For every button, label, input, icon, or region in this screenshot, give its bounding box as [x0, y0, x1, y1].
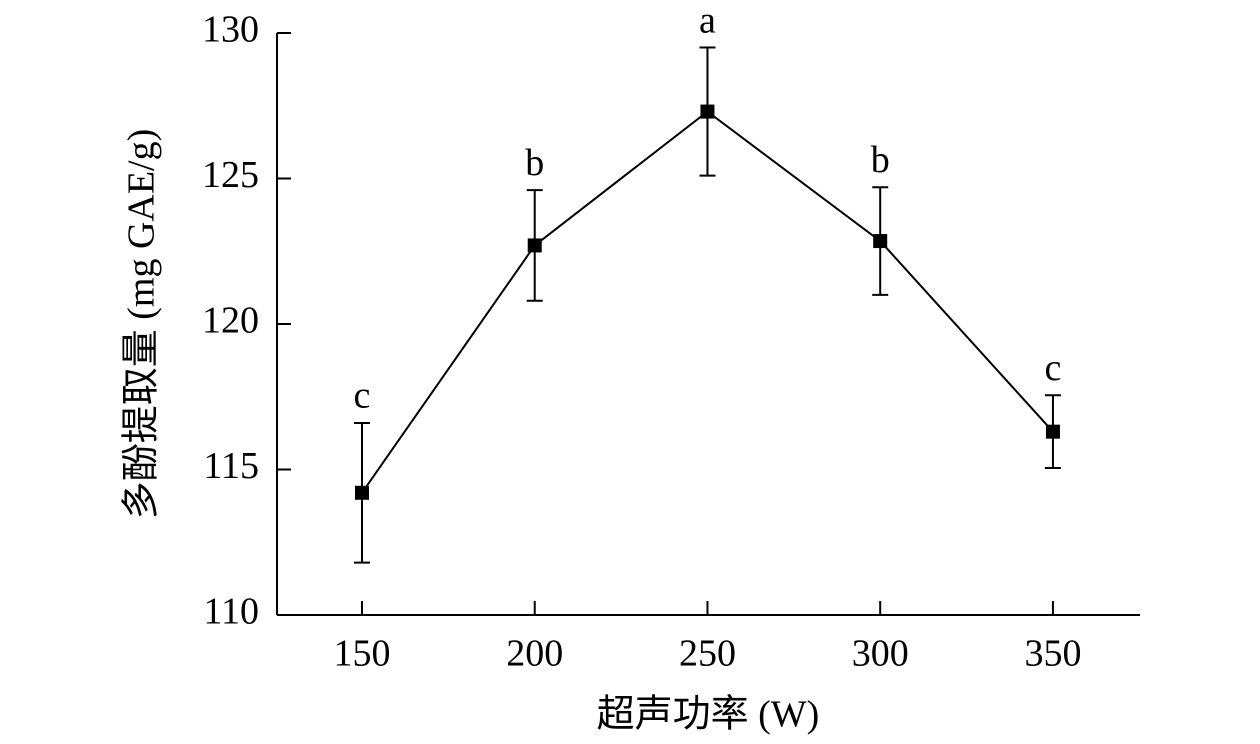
- annotation: a: [699, 0, 716, 41]
- y-tick-label: 115: [203, 445, 259, 487]
- annotation: c: [1045, 347, 1062, 389]
- y-tick-label: 125: [202, 154, 259, 196]
- marker: [873, 234, 888, 249]
- marker: [527, 238, 542, 253]
- y-axis-label: 多酚提取量 (mg GAE/g): [121, 129, 163, 520]
- marker: [354, 485, 369, 500]
- x-tick-label: 350: [1024, 633, 1081, 675]
- annotation: c: [354, 375, 371, 417]
- y-tick-label: 120: [202, 300, 259, 342]
- x-tick-label: 200: [506, 633, 563, 675]
- y-tick-label: 130: [202, 9, 259, 51]
- x-tick-label: 300: [852, 633, 909, 675]
- marker: [700, 104, 715, 119]
- x-tick-label: 150: [333, 633, 390, 675]
- x-axis-label: 超声功率 (W): [597, 694, 820, 736]
- x-tick-label: 250: [679, 633, 736, 675]
- annotation: b: [525, 142, 544, 184]
- y-tick-label: 110: [203, 591, 259, 633]
- annotation: b: [871, 139, 890, 181]
- marker: [1045, 424, 1060, 439]
